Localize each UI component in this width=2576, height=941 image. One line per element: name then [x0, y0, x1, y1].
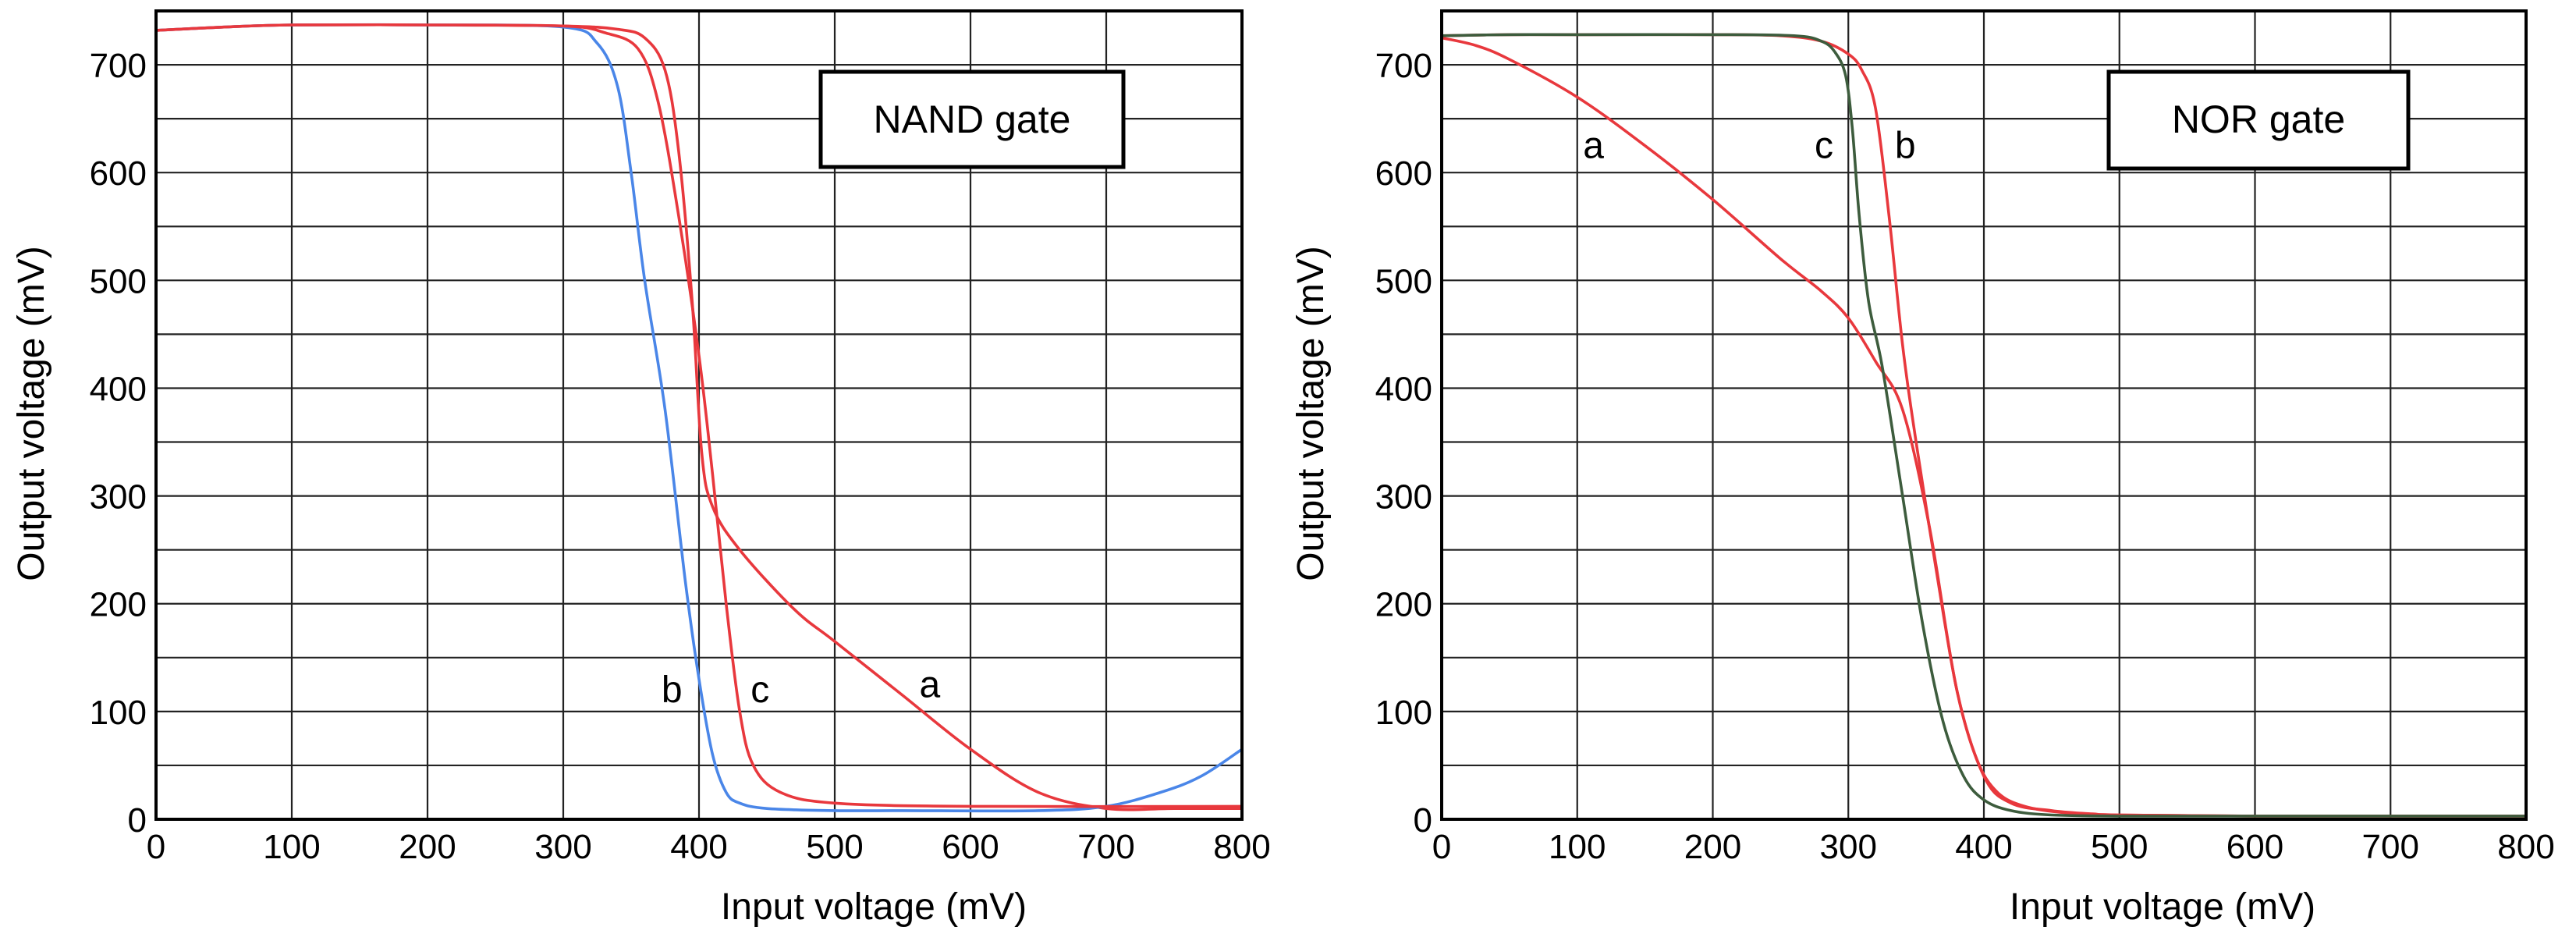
nor-y-tick-label: 100	[1375, 694, 1432, 732]
nand-y-tick-label: 600	[90, 154, 147, 193]
nor-y-tick-label: 400	[1375, 370, 1432, 408]
nand-x-tick-label: 100	[263, 828, 320, 866]
nand-title: NAND gate	[874, 98, 1071, 141]
nand-x-tick-label: 600	[942, 828, 999, 866]
nor-curve-label-c: c	[1815, 126, 1833, 167]
nor-x-tick-label: 0	[1432, 828, 1451, 866]
nor-x-tick-label: 400	[1955, 828, 2012, 866]
nor-chart: 0 100 200 300 400 500 600 700 800 0 100 200 300 400 50…	[1290, 9, 2555, 928]
nand-series	[155, 23, 1243, 813]
nor-x-tick-label: 700	[2362, 828, 2419, 866]
nor-y-axis-label: Output voltage (mV)	[1290, 246, 1332, 581]
nand-series-c-line	[155, 23, 1243, 808]
nor-x-tick-label: 200	[1684, 828, 1741, 866]
nor-series	[1441, 33, 2527, 818]
nand-x-tick-label: 500	[806, 828, 863, 866]
nor-x-tick-label: 100	[1549, 828, 1606, 866]
nand-curve-label-b: b	[662, 669, 683, 711]
nor-x-axis-label: Input voltage (mV)	[2010, 886, 2315, 928]
nand-tick-labels: 0 100 200 300 400 500 600 700 800 0 100 200 300 400 50…	[90, 47, 1271, 866]
nand-title-box-border	[818, 69, 1126, 169]
nand-y-axis-label: Output voltage (mV)	[11, 246, 52, 581]
nor-x-tick-label: 500	[2091, 828, 2148, 866]
nor-y-tick-label: 700	[1375, 47, 1432, 85]
nor-curve-label-b: b	[1895, 126, 1916, 167]
nor-curve-label-a: a	[1583, 126, 1604, 167]
nand-y-tick-label: 0	[128, 801, 147, 840]
nor-x-tick-label: 800	[2497, 828, 2554, 866]
nand-y-tick-label: 400	[90, 370, 147, 408]
nand-title-box: NAND gate	[818, 69, 1126, 169]
nand-y-tick-label: 200	[90, 586, 147, 624]
nand-curve-label-a: a	[919, 664, 940, 705]
nand-y-tick-label: 300	[90, 478, 147, 517]
nand-y-tick-label: 700	[90, 47, 147, 85]
nor-title: NOR gate	[2172, 98, 2345, 141]
nor-title-box: NOR gate	[2106, 69, 2411, 171]
nand-x-tick-label: 200	[399, 828, 456, 866]
nor-y-tick-label: 600	[1375, 154, 1432, 193]
nand-x-tick-label: 400	[670, 828, 727, 866]
nand-x-axis-label: Input voltage (mV)	[721, 886, 1027, 928]
nand-x-tick-label: 300	[534, 828, 591, 866]
nand-chart: 0 100 200 300 400 500 600 700 800 0 100 200 300 400 50…	[11, 9, 1271, 928]
nand-x-tick-label: 800	[1213, 828, 1270, 866]
nand-plot-frame	[154, 9, 1244, 821]
nand-curve-label-c: c	[750, 669, 769, 711]
nor-tick-labels: 0 100 200 300 400 500 600 700 800 0 100 200 300 400 50…	[1375, 47, 2555, 866]
nor-y-tick-label: 200	[1375, 586, 1432, 624]
nor-y-tick-label: 500	[1375, 262, 1432, 300]
nor-title-box-border	[2106, 69, 2411, 171]
nor-y-tick-label: 0	[1414, 801, 1432, 840]
nor-x-tick-label: 300	[1820, 828, 1877, 866]
nand-x-tick-label: 700	[1077, 828, 1134, 866]
nor-y-tick-label: 300	[1375, 478, 1432, 517]
nand-y-tick-label: 100	[90, 694, 147, 732]
nor-x-tick-label: 600	[2227, 828, 2283, 866]
nand-x-tick-label: 0	[147, 828, 165, 866]
nand-y-tick-label: 500	[90, 262, 147, 300]
nor-series-c-line	[1441, 33, 2526, 818]
nor-plot-frame	[1440, 9, 2528, 821]
